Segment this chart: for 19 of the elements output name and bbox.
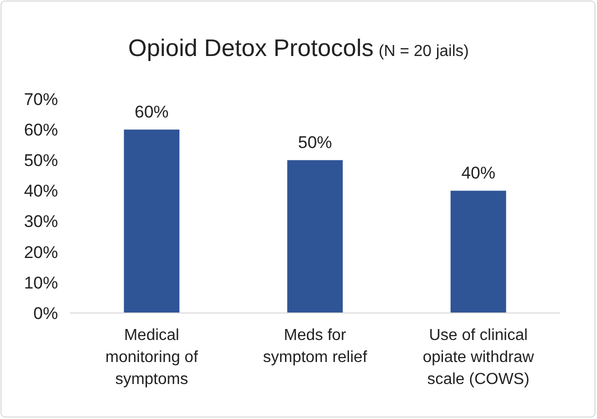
y-tick-label: 50% [24,151,58,170]
bar [450,190,506,313]
x-tick-label: Meds for symptom relief [262,327,368,366]
y-tick-label: 30% [24,212,58,232]
x-tick-label: Medical monitoring of symptoms [105,327,198,388]
y-tick-label: 40% [24,182,58,201]
y-tick-label: 70% [24,90,58,109]
data-label: 40% [461,164,496,183]
x-tick-label: Use of clinical opiate withdraw scale (COWS) [422,327,534,388]
chart-title: Opioid Detox Protocols [128,35,374,62]
y-tick-label: 0% [33,304,58,323]
bar [124,130,180,313]
data-label: 60% [134,102,169,122]
y-tick-label: 60% [24,120,58,140]
data-label: 50% [298,133,332,152]
bar [287,160,343,313]
chart-subtitle: (N = 20 jails) [378,43,469,60]
y-tick-label: 20% [24,242,58,262]
y-tick-label: 10% [24,273,58,292]
